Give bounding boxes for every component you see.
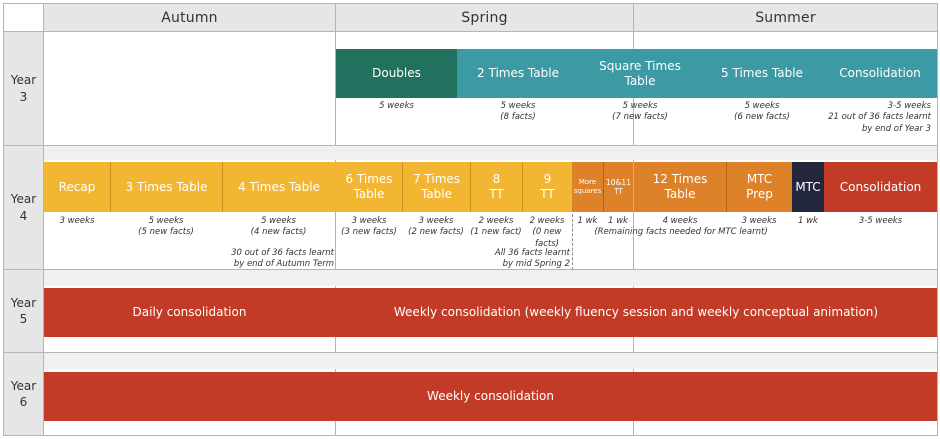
year3-note-5-times-table: 5 weeks (6 new facts) [734, 101, 790, 123]
row-separator [44, 270, 937, 286]
year4-block-3-times-table: 3 Times Table [110, 162, 222, 212]
year4-note-8-tt: 2 weeks (1 new fact) [470, 216, 522, 238]
year4-note-12-times-table: 4 weeks [662, 216, 698, 226]
year3-block-square-times-table: Square Times Table [579, 49, 701, 98]
year4-block-10-11-tt: 10&11 TT [603, 162, 633, 212]
term-header-spring: Spring [336, 4, 633, 31]
year3-note-2-times-table: 5 weeks (8 facts) [500, 101, 536, 123]
term-header-autumn: Autumn [44, 4, 335, 31]
year-label-3: Year 3 [4, 32, 43, 145]
year4-note-6-times-table: 3 weeks (3 new facts) [341, 216, 397, 238]
year5-block-daily-consolidation: Daily consolidation [44, 288, 335, 337]
year4-block-6-times-table: 6 Times Table [336, 162, 402, 212]
year3-block-5-times-table: 5 Times Table [701, 49, 823, 98]
row-separator [44, 146, 937, 160]
year-label-6: Year 6 [4, 353, 43, 435]
year3-note-square-times-table: 5 weeks (7 new facts) [612, 101, 668, 123]
year4-block-8-tt: 8 TT [470, 162, 522, 212]
year4-note-3-times-table: 5 weeks (5 new facts) [138, 216, 194, 238]
year3-block-doubles: Doubles [336, 49, 457, 98]
year4-block-7-times-table: 7 Times Table [402, 162, 470, 212]
year4-block-4-times-table: 4 Times Table [222, 162, 335, 212]
year3-note-consolidation: 3-5 weeks 21 out of 36 facts learnt by e… [828, 101, 931, 134]
year3-block-consolidation: Consolidation [823, 49, 937, 98]
year4-block-12-times-table: 12 Times Table [634, 162, 726, 212]
year4-block-consolidation: Consolidation [824, 162, 937, 212]
year5-block-weekly-consolidation: Weekly consolidation (weekly fluency ses… [335, 288, 937, 337]
year-label-4: Year 4 [4, 146, 43, 269]
year4-note-7-times-table: 3 weeks (2 new facts) [408, 216, 464, 238]
year-label-5: Year 5 [4, 270, 43, 352]
row-separator [44, 353, 937, 369]
year4-note-4-times-table: 5 weeks (4 new facts) [250, 216, 307, 238]
year4-note-mtc-remaining: (Remaining facts needed for MTC learnt) [594, 227, 768, 237]
year4-note-autumn-summary: 30 out of 36 facts learnt by end of Autu… [231, 248, 334, 270]
year4-note-spring-summary: All 36 facts learnt by mid Spring 2 [494, 248, 570, 270]
year4-note-mtc-prep: 3 weeks [741, 216, 777, 226]
year4-block-more-squares: More squares [572, 162, 603, 212]
year4-block-mtc: MTC [792, 162, 824, 212]
year4-block-recap: Recap [44, 162, 110, 212]
year4-block-mtc-prep: MTC Prep [726, 162, 792, 212]
year4-note-10-11-tt: 1 wk [608, 216, 628, 226]
year4-note-recap: 3 weeks [59, 216, 95, 226]
dashed-divider [572, 214, 573, 270]
year3-block-2-times-table: 2 Times Table [457, 49, 579, 98]
year4-note-9-tt: 2 weeks (0 new facts) [529, 216, 565, 249]
year4-note-consolidation: 3-5 weeks [858, 216, 903, 226]
year4-note-mtc: 1 wk [798, 216, 818, 226]
year6-block-weekly-consolidation: Weekly consolidation [44, 372, 937, 421]
year3-note-doubles: 5 weeks [379, 101, 414, 111]
year4-block-9-tt: 9 TT [522, 162, 572, 212]
year4-note-more-squares: 1 wk [577, 216, 598, 226]
term-header-summer: Summer [634, 4, 937, 31]
